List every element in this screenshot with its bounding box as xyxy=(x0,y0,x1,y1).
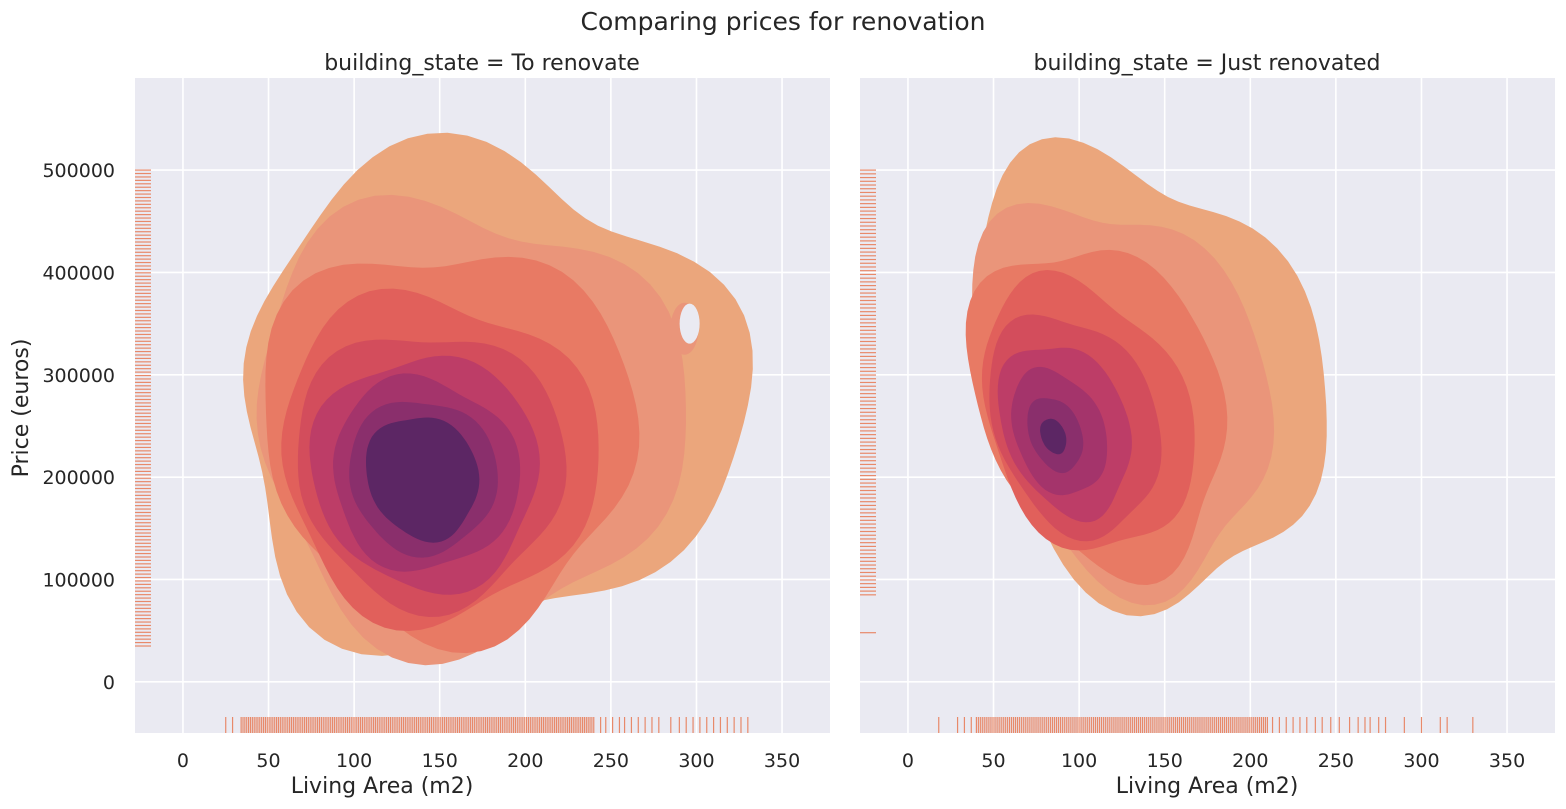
x-tick-labels: 0 50 100 150 200 250 300 350 xyxy=(902,750,1525,772)
x-tick-label: 250 xyxy=(593,750,629,772)
density-gap xyxy=(677,213,692,250)
x-tick-label: 350 xyxy=(1489,750,1525,772)
x-tick-label: 0 xyxy=(902,750,914,772)
x-axis-label: Living Area (m2) xyxy=(1116,774,1299,799)
figure-title: Comparing prices for renovation xyxy=(581,7,986,36)
x-tick-label: 0 xyxy=(177,750,189,772)
density-gap xyxy=(679,303,700,344)
panel-just-renovated: building_state = Just renovated 0 50 100 15… xyxy=(860,51,1555,799)
density-level-9 xyxy=(1040,418,1067,455)
x-tick-label: 100 xyxy=(1061,750,1097,772)
x-tick-labels: 0 50 100 150 200 250 300 350 xyxy=(177,750,800,772)
x-tick-label: 350 xyxy=(764,750,800,772)
y-tick-label: 0 xyxy=(103,672,115,694)
density-level-9 xyxy=(366,417,480,543)
y-tick-labels: 0 100000 200000 300000 400000 500000 xyxy=(42,160,115,694)
density-contours xyxy=(965,137,1327,617)
density-contours xyxy=(243,132,753,666)
x-tick-label: 300 xyxy=(1403,750,1439,772)
x-tick-label: 150 xyxy=(422,750,458,772)
rug-marks xyxy=(135,169,749,733)
x-tick-label: 200 xyxy=(1232,750,1268,772)
x-tick-label: 150 xyxy=(1147,750,1183,772)
y-tick-label: 400000 xyxy=(42,262,115,284)
y-tick-label: 500000 xyxy=(42,160,115,182)
x-tick-label: 200 xyxy=(507,750,543,772)
x-tick-label: 300 xyxy=(678,750,714,772)
x-axis-label: Living Area (m2) xyxy=(291,774,474,799)
x-tick-label: 50 xyxy=(256,750,280,772)
panel-title: building_state = To renovate xyxy=(324,51,640,76)
y-tick-label: 100000 xyxy=(42,569,115,591)
y-tick-label: 300000 xyxy=(42,365,115,387)
panel-title: building_state = Just renovated xyxy=(1034,51,1381,76)
x-tick-label: 250 xyxy=(1318,750,1354,772)
y-axis-label: Price (euros) xyxy=(9,339,34,478)
rug-marks xyxy=(860,169,1474,733)
panel-to-renovate: building_state = To renovate 0 50 100 150 20… xyxy=(9,51,830,799)
x-tick-label: 100 xyxy=(336,750,372,772)
y-tick-label: 200000 xyxy=(42,467,115,489)
x-tick-label: 50 xyxy=(981,750,1005,772)
